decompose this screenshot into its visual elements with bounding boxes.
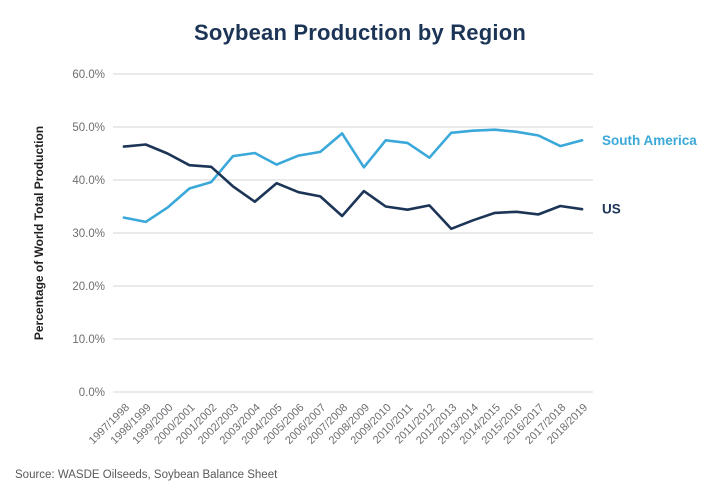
chart-title: Soybean Production by Region bbox=[194, 20, 526, 45]
y-tick-label: 20.0% bbox=[72, 281, 105, 293]
source-note: Source: WASDE Oilseeds, Soybean Balance … bbox=[15, 469, 278, 481]
y-tick-label: 60.0% bbox=[72, 69, 105, 81]
y-tick-label: 50.0% bbox=[72, 122, 105, 134]
y-tick-label: 30.0% bbox=[72, 228, 105, 240]
y-tick-label: 10.0% bbox=[72, 334, 105, 346]
y-tick-label: 0.0% bbox=[79, 387, 105, 399]
series-label-south-america: South America bbox=[602, 133, 697, 148]
y-axis-title: Percentage of World Total Production bbox=[32, 126, 46, 340]
y-tick-label: 40.0% bbox=[72, 175, 105, 187]
series-line-us bbox=[122, 143, 584, 231]
series-line-south-america bbox=[122, 128, 584, 224]
series-label-us: US bbox=[602, 202, 621, 217]
